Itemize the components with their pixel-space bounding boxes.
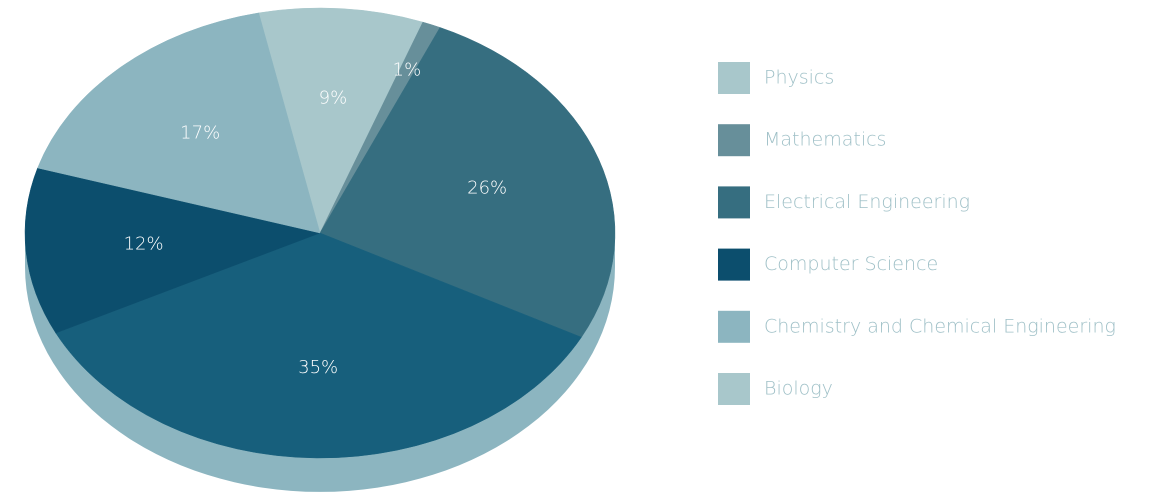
data-label: 9% [319,87,348,108]
legend-label: Computer Science [764,253,938,275]
data-label: 26% [467,178,507,199]
legend-label: Chemistry and Chemical Engineering [764,315,1116,337]
pie-slice [55,232,582,459]
legend-swatch [718,373,750,405]
legend-swatch [718,186,750,219]
legend: Physics Mathematics Electrical Engineering… [718,62,1116,405]
data-label: 35% [298,357,338,378]
pie: 9% 1% 26% 35% 12% 17% [24,7,616,459]
pie-slice [258,7,424,234]
data-label: 17% [180,123,220,144]
pie-slice [24,167,321,334]
legend-label: Physics [764,67,834,89]
legend-label: Mathematics [764,129,886,151]
data-label: 1% [393,60,422,81]
data-label: 12% [124,233,164,254]
legend-label: Biology [764,378,833,400]
legend-swatch [718,62,750,94]
pie-slice [37,12,321,234]
pie-slice [319,27,616,338]
legend-swatch [718,124,750,157]
legend-label: Electrical Engineering [764,191,970,213]
legend-swatch [718,310,750,343]
legend-swatch [718,248,750,281]
